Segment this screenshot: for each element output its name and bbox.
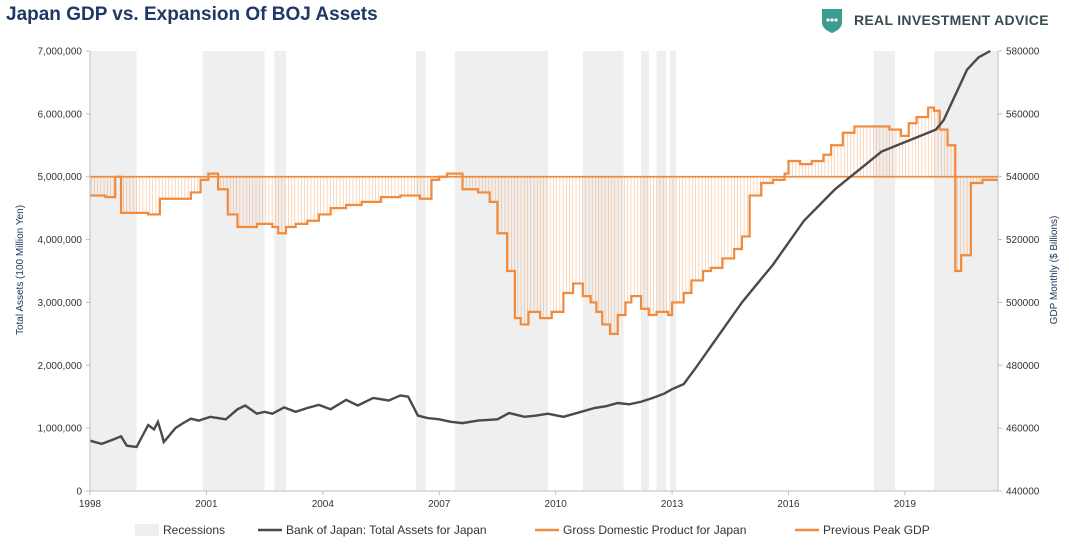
y-left-tick-label: 6,000,000 <box>38 109 83 120</box>
y-left-tick-label: 3,000,000 <box>38 298 83 309</box>
y-left-tick-label: 0 <box>76 487 82 498</box>
recession-band <box>933 51 998 491</box>
y-right-tick-label: 540000 <box>1006 172 1040 183</box>
recession-band <box>582 51 624 491</box>
chart-title: Japan GDP vs. Expansion Of BOJ Assets <box>6 4 378 25</box>
series-lines <box>89 49 998 449</box>
axes: 0 1,000,000 2,000,000 3,000,000 4,000,000 5,0… <box>38 47 1040 511</box>
y-right-tick-label: 440000 <box>1006 487 1040 498</box>
recession-band <box>656 51 667 491</box>
y-left-tick-label: 5,000,000 <box>38 172 83 183</box>
y-right-tick-label: 480000 <box>1006 361 1040 372</box>
legend-label: Recessions <box>163 523 225 537</box>
x-tick-label: 2013 <box>661 499 684 510</box>
y-right-axis-title: GDP Monthly ($ Billions) <box>1049 216 1060 325</box>
boj-assets-series-line <box>89 49 991 449</box>
brand-logo: REAL INVESTMENT ADVICE <box>818 6 1049 34</box>
x-tick-label: 2007 <box>428 499 451 510</box>
legend-swatch-recessions <box>135 524 159 536</box>
legend-label: Previous Peak GDP <box>823 523 930 537</box>
y-left-tick-label: 2,000,000 <box>38 361 83 372</box>
x-tick-label: 2001 <box>195 499 218 510</box>
x-tick-label: 2016 <box>777 499 800 510</box>
y-left-axis-title: Total Assets (100 Million Yen) <box>15 205 26 335</box>
y-left-tick-label: 7,000,000 <box>38 47 83 58</box>
x-tick-label: 2004 <box>312 499 335 510</box>
x-tick-label: 2019 <box>894 499 917 510</box>
legend-label: Bank of Japan: Total Assets for Japan <box>286 523 487 537</box>
y-right-tick-label: 560000 <box>1006 109 1040 120</box>
y-left-tick-label: 1,000,000 <box>38 424 83 435</box>
recession-band <box>415 51 426 491</box>
y-left-tick-label: 4,000,000 <box>38 235 83 246</box>
y-right-tick-label: 460000 <box>1006 424 1040 435</box>
x-tick-label: 2010 <box>545 499 568 510</box>
recession-band <box>90 51 137 491</box>
x-tick-label: 1998 <box>79 499 102 510</box>
y-right-tick-label: 520000 <box>1006 235 1040 246</box>
legend-label: Gross Domestic Product for Japan <box>563 523 746 537</box>
y-right-tick-label: 580000 <box>1006 47 1040 58</box>
gdp-series-line <box>90 106 998 335</box>
recession-band <box>202 51 265 491</box>
recession-band <box>274 51 286 491</box>
recession-bands <box>90 51 998 491</box>
chart-shield-icon <box>822 9 842 33</box>
legend: Recessions Bank of Japan: Total Assets fo… <box>135 523 930 537</box>
recession-band <box>873 51 896 491</box>
recession-band <box>641 51 649 491</box>
brand-name: REAL INVESTMENT ADVICE <box>854 12 1049 28</box>
y-right-tick-label: 500000 <box>1006 298 1040 309</box>
